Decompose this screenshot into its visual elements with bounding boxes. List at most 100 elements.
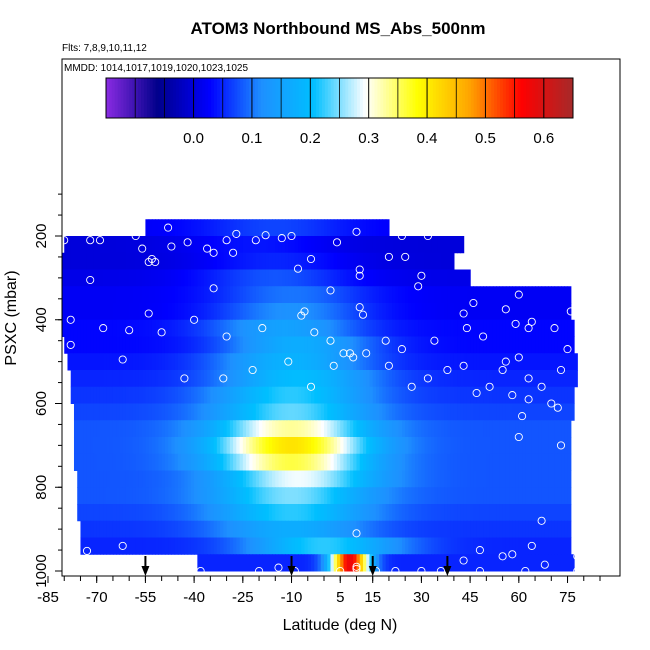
x-tick-label: 75 <box>559 589 576 606</box>
heatmap-cell <box>187 487 192 505</box>
heatmap-cell <box>567 453 572 471</box>
heatmap-cell <box>437 403 442 421</box>
heatmap-cell <box>96 470 101 488</box>
heatmap-cell <box>450 437 455 455</box>
heatmap-cell <box>567 437 572 455</box>
heatmap-cell <box>343 386 348 404</box>
heatmap-cell <box>434 303 439 321</box>
heatmap-cell <box>168 303 172 321</box>
heatmap-cell <box>187 252 192 270</box>
heatmap-cell <box>132 403 137 421</box>
heatmap-cell <box>353 420 358 438</box>
heatmap-cell <box>522 487 526 505</box>
heatmap-cell <box>463 520 468 538</box>
heatmap-cell <box>330 504 335 522</box>
sample-point <box>297 311 306 320</box>
colorbar-segment <box>470 78 475 118</box>
heatmap-cell <box>158 269 163 287</box>
heatmap-cell <box>437 252 442 270</box>
heatmap-cell <box>463 470 468 488</box>
colorbar-segment <box>447 78 451 118</box>
heatmap-cell <box>294 386 299 404</box>
heatmap-cell <box>557 554 562 572</box>
heatmap-cell <box>346 453 351 471</box>
heatmap-cell <box>362 520 367 538</box>
colorbar-segment <box>561 78 565 118</box>
heatmap-cell <box>489 554 494 572</box>
heatmap-cell <box>93 319 98 337</box>
heatmap-cell <box>473 319 478 337</box>
heatmap-cell <box>531 470 536 488</box>
colorbar-segment <box>158 78 162 118</box>
heatmap-cell <box>398 336 403 354</box>
heatmap-cell <box>570 319 575 337</box>
heatmap-cell <box>142 520 147 538</box>
heatmap-cell <box>148 386 153 404</box>
heatmap-cell <box>437 269 442 287</box>
heatmap-cell <box>450 554 455 572</box>
colorbar-segment <box>412 78 416 118</box>
colorbar-segment <box>497 78 501 118</box>
heatmap-cell <box>463 353 468 371</box>
heatmap-cell <box>86 504 91 522</box>
heatmap-cell <box>174 353 179 371</box>
heatmap-cell <box>73 420 78 438</box>
heatmap-cell <box>346 504 351 522</box>
heatmap-cell <box>486 353 491 371</box>
heatmap-cell <box>90 370 95 388</box>
heatmap-cell <box>223 353 228 371</box>
heatmap-cell <box>505 286 510 304</box>
heatmap-cell <box>385 554 390 572</box>
heatmap-cell <box>479 437 484 455</box>
heatmap-cell <box>220 437 224 455</box>
heatmap-cell <box>343 219 348 237</box>
heatmap-cell <box>194 336 198 354</box>
sample-point <box>459 361 468 370</box>
heatmap-cell <box>418 537 423 555</box>
heatmap-cell <box>181 420 185 438</box>
heatmap-cell <box>564 520 569 538</box>
heatmap-cell <box>255 303 260 321</box>
heatmap-cell <box>515 537 520 555</box>
heatmap-cell <box>242 370 247 388</box>
heatmap-cell <box>216 504 221 522</box>
heatmap-cell <box>434 370 439 388</box>
heatmap-cell <box>362 219 367 237</box>
heatmap-cell <box>375 537 380 555</box>
heatmap-cell <box>67 286 72 304</box>
colorbar-segment <box>310 78 314 118</box>
heatmap-cell <box>522 420 526 438</box>
heatmap-cell <box>119 403 124 421</box>
heatmap-cell <box>77 303 82 321</box>
heatmap-cell <box>324 487 328 505</box>
heatmap-cell <box>77 386 82 404</box>
heatmap-cell <box>145 336 150 354</box>
heatmap-cell <box>132 504 137 522</box>
sample-points <box>62 223 585 576</box>
heatmap-cell <box>73 370 78 388</box>
heatmap-cell <box>213 554 218 572</box>
heatmap-cell <box>99 336 104 354</box>
heatmap-cell <box>210 520 215 538</box>
heatmap-cell <box>470 286 474 304</box>
heatmap-cell <box>125 353 130 371</box>
arrow-marker <box>443 556 452 576</box>
heatmap-cell <box>158 370 163 388</box>
sample-point <box>397 345 406 354</box>
colorbar-segment <box>403 78 408 118</box>
heatmap-cell <box>531 437 536 455</box>
heatmap-cell <box>366 269 371 287</box>
heatmap-cell <box>77 420 82 438</box>
heatmap-cell <box>382 252 387 270</box>
heatmap-cell <box>327 403 332 421</box>
heatmap-cell <box>138 353 143 371</box>
heatmap-cell <box>207 554 211 572</box>
heatmap-cell <box>353 537 358 555</box>
heatmap-cell <box>509 520 513 538</box>
heatmap-cell <box>418 386 423 404</box>
heatmap-cell <box>447 487 452 505</box>
heatmap-cell <box>96 319 101 337</box>
heatmap-cell <box>181 504 185 522</box>
sample-point <box>203 244 212 253</box>
heatmap-cell <box>229 386 234 404</box>
